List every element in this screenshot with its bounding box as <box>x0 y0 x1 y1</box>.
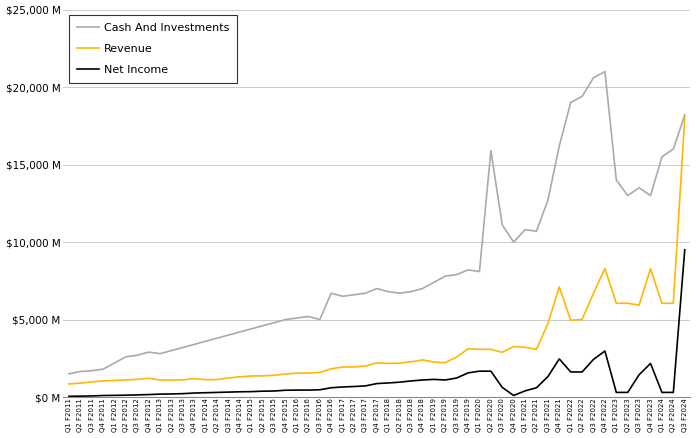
Cash And Investments <box>65 371 73 376</box>
Net Income <box>133 392 141 398</box>
Revenue <box>213 377 221 382</box>
Cash And Investments <box>213 336 221 341</box>
Line: Net Income: Net Income <box>69 250 685 396</box>
Revenue <box>65 381 73 387</box>
Line: Revenue: Revenue <box>69 118 685 384</box>
Net Income <box>612 390 621 395</box>
Cash And Investments <box>624 193 632 198</box>
Revenue <box>293 371 301 376</box>
Line: Cash And Investments: Cash And Investments <box>69 71 685 374</box>
Net Income <box>293 388 301 393</box>
Net Income <box>669 390 677 395</box>
Cash And Investments <box>133 353 141 358</box>
Net Income <box>65 394 73 399</box>
Revenue <box>179 377 187 382</box>
Net Income <box>179 391 187 396</box>
Legend: Cash And Investments, Revenue, Net Income: Cash And Investments, Revenue, Net Incom… <box>69 15 237 83</box>
Cash And Investments <box>681 112 689 117</box>
Revenue <box>133 377 141 382</box>
Cash And Investments <box>179 345 187 350</box>
Cash And Investments <box>601 69 609 74</box>
Net Income <box>681 247 689 252</box>
Cash And Investments <box>293 315 301 321</box>
Revenue <box>681 116 689 121</box>
Revenue <box>669 300 677 306</box>
Cash And Investments <box>669 146 677 152</box>
Net Income <box>213 390 221 395</box>
Revenue <box>612 300 621 306</box>
